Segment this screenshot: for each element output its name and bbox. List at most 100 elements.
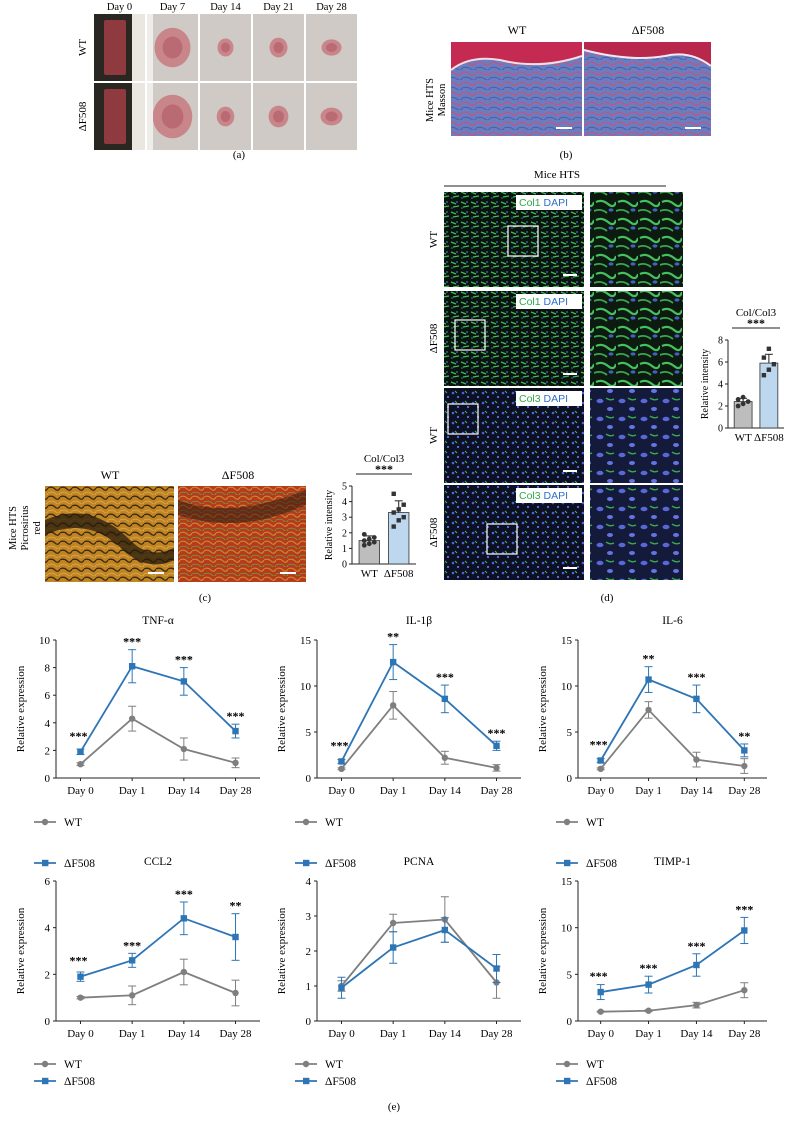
y-tick-label: 0 — [567, 773, 573, 785]
data-point — [391, 491, 396, 496]
legend-label-wt: WT — [325, 817, 343, 829]
x-tick-label: Day 14 — [429, 1028, 462, 1040]
wound-core — [326, 43, 337, 52]
x-tick-label: Day 1 — [380, 1028, 407, 1040]
y-tick-label: 1 — [342, 544, 347, 555]
data-point — [645, 981, 652, 988]
if-stain-name: Col3 — [519, 393, 544, 405]
wound-photo — [94, 83, 145, 150]
legend-label-wt: WT — [325, 1059, 343, 1071]
data-point — [597, 988, 604, 996]
y-tick-label: 1 — [306, 981, 312, 993]
legend-label-df508: ΔF508 — [325, 1076, 356, 1088]
data-point — [741, 747, 748, 754]
series-line — [79, 717, 236, 765]
series-line — [340, 660, 498, 762]
if-dapi-name: DAPI — [544, 296, 569, 308]
y-tick-label: 10 — [561, 923, 573, 935]
y-axis-label-group: Relative expression — [276, 907, 288, 994]
if-stain-label: Col3 DAPI — [519, 393, 568, 405]
wound-core — [220, 111, 231, 122]
data-point — [391, 524, 396, 529]
data-point — [338, 765, 345, 772]
y-tick-label: 15 — [300, 635, 312, 647]
legend-label-df508: ΔF508 — [586, 1076, 617, 1088]
panel-c: WT ΔF508 Mice HTS Picrosirius red Col/Co… — [8, 453, 416, 604]
data-point — [232, 727, 239, 735]
if-stain-label: Col1 DAPI — [519, 296, 568, 308]
masson-image-df508 — [583, 42, 712, 136]
panel-a-day-labels: Day 0 Day 7 Day 14 Day 21 Day 28 — [107, 2, 347, 13]
significance-label: *** — [436, 670, 454, 684]
significance-label: *** — [590, 738, 608, 752]
legend-label-wt: WT — [586, 1059, 604, 1071]
panel-a-row-label: ΔF508 — [77, 101, 89, 131]
panel-b-side-label-2: Masson — [437, 83, 448, 116]
y-tick-label: 2 — [45, 969, 51, 981]
legend-marker-wt — [41, 1060, 49, 1068]
data-point — [766, 346, 772, 351]
wound-core — [161, 104, 184, 129]
data-point — [371, 539, 377, 545]
data-point — [493, 965, 500, 972]
x-tick-label: Day 14 — [680, 785, 713, 797]
wound-core — [221, 42, 230, 53]
x-tick-label: Day 14 — [168, 1028, 201, 1040]
y-tick-label: 10 — [561, 681, 573, 693]
wound-strip — [104, 20, 126, 75]
data-point — [389, 658, 397, 666]
data-point — [389, 702, 397, 709]
panel-a-row-label: WT — [77, 39, 89, 56]
data-point — [693, 756, 700, 763]
if-stain-label-bg — [516, 294, 582, 309]
y-tick-label: 5 — [342, 482, 347, 493]
y-axis-label: Relative expression — [15, 907, 27, 994]
significance-label: ** — [387, 630, 399, 644]
ring-edge — [147, 83, 153, 150]
series-line — [600, 929, 745, 993]
line-chart-ccl2: CCL2 0 2 4 6 Relative expression Day 0 Day 1 Day… — [15, 856, 260, 1088]
wound-core — [273, 110, 284, 123]
panel-a: Day 0 Day 7 Day 14 Day 21 Day 28 WT ΔF508 (a) — [77, 2, 357, 161]
panel-a-row-label-group: WT — [77, 39, 89, 56]
x-tick-label: ΔF508 — [384, 568, 414, 580]
wound-core — [325, 111, 338, 122]
data-point — [77, 973, 84, 980]
legend-marker-df508 — [564, 1077, 571, 1085]
legend-label-wt: WT — [64, 1059, 82, 1071]
significance-label: *** — [687, 670, 705, 684]
panel-d: Mice HTS WT Col1 DAPI ΔF508 Col1 DAPI WT Col3… — [428, 169, 784, 604]
panel-c-bar-chart: Col/Col3*** 0 1 2 3 4 5 Relative intensity WT ΔF5… — [324, 453, 416, 580]
data-point — [401, 515, 406, 520]
data-point — [597, 757, 604, 764]
y-tick-label: 2 — [306, 946, 312, 958]
data-point — [693, 695, 700, 703]
data-point — [693, 1001, 700, 1009]
legend-marker-wt — [302, 818, 310, 826]
if-row-label-group: ΔF508 — [428, 323, 440, 353]
y-tick-label: 2 — [45, 745, 51, 757]
y-tick-label: 2 — [342, 528, 347, 539]
x-tick-label: Day 28 — [219, 785, 252, 797]
legend-marker-wt — [563, 818, 571, 826]
legend-label-df508: ΔF508 — [64, 1076, 95, 1088]
data-point — [361, 542, 367, 548]
legend-label-wt: WT — [586, 817, 604, 829]
if-row-label-group: WT — [428, 427, 440, 444]
x-tick-label: Day 28 — [728, 1028, 761, 1040]
if-image-zoom — [590, 192, 683, 287]
data-point — [741, 762, 748, 770]
data-point — [232, 933, 239, 941]
y-tick-label: 6 — [45, 876, 51, 888]
y-tick-label: 0 — [718, 424, 723, 435]
wound-photo — [200, 83, 251, 150]
if-row-label: ΔF508 — [428, 517, 440, 547]
if-image-zoom — [590, 388, 683, 483]
if-stain-name: Col3 — [519, 490, 544, 502]
legend-marker-df508 — [303, 1077, 310, 1085]
significance-label: *** — [227, 709, 245, 723]
panel-a-row-label-group: ΔF508 — [77, 101, 89, 131]
panel-c-col-df508: ΔF508 — [222, 468, 254, 482]
wound-photo — [147, 14, 198, 81]
y-tick-label: 6 — [45, 690, 51, 702]
